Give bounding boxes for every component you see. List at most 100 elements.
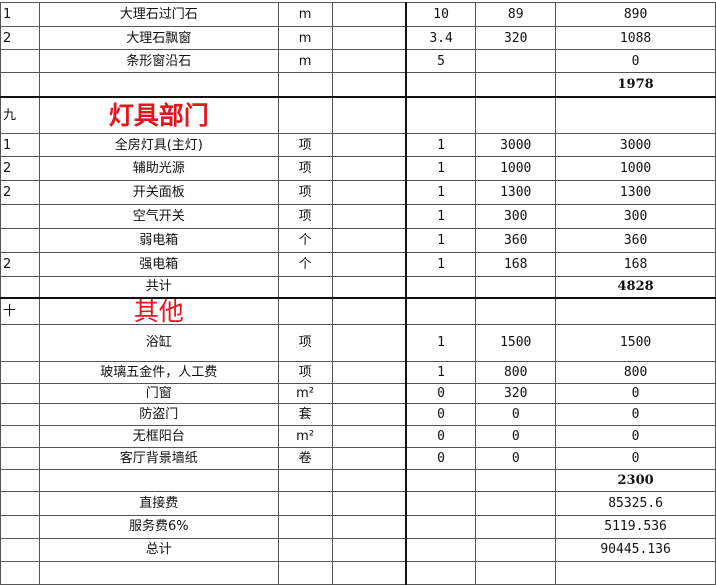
amount-cell[interactable]: 1300 (555, 180, 716, 205)
quantity-cell[interactable]: 1 (405, 360, 477, 384)
item-number-cell[interactable] (0, 382, 40, 404)
item-number-cell[interactable] (0, 276, 40, 299)
unit-price-cell[interactable]: 320 (475, 26, 557, 50)
spec-cell[interactable] (331, 49, 407, 73)
spec-cell[interactable] (331, 560, 407, 585)
amount-cell[interactable]: 300 (555, 204, 716, 229)
spec-cell[interactable] (331, 446, 407, 470)
amount-cell[interactable]: 85325.6 (555, 490, 716, 516)
item-name-cell[interactable]: 客厅背景墙纸 (38, 446, 279, 470)
item-number-cell[interactable] (0, 204, 40, 229)
amount-cell[interactable]: 5119.536 (555, 514, 716, 539)
item-name-cell[interactable]: 其他 (38, 297, 279, 325)
unit-price-cell[interactable]: 89 (475, 2, 557, 27)
amount-cell[interactable] (555, 297, 716, 325)
unit-cell[interactable]: 卷 (277, 446, 333, 470)
amount-cell[interactable]: 0 (555, 446, 716, 470)
quantity-cell[interactable]: 0 (405, 382, 477, 404)
item-number-cell[interactable] (0, 228, 40, 253)
item-name-cell[interactable]: 空气开关 (38, 204, 279, 229)
spec-cell[interactable] (331, 156, 407, 181)
item-name-cell[interactable]: 服务费6% (38, 514, 279, 539)
item-number-cell[interactable]: 1 (0, 133, 40, 157)
unit-price-cell[interactable]: 320 (475, 382, 557, 404)
unit-cell[interactable]: 个 (277, 228, 333, 253)
item-number-cell[interactable] (0, 490, 40, 516)
unit-cell[interactable]: m (277, 49, 333, 73)
item-number-cell[interactable]: 2 (0, 252, 40, 277)
quantity-cell[interactable]: 1 (405, 156, 477, 181)
unit-price-cell[interactable]: 0 (475, 424, 557, 448)
item-number-cell[interactable]: 九 (0, 96, 40, 134)
amount-cell[interactable]: 0 (555, 49, 716, 73)
unit-cell[interactable]: 项 (277, 360, 333, 384)
quantity-cell[interactable] (405, 514, 477, 539)
unit-price-cell[interactable]: 360 (475, 228, 557, 253)
spec-cell[interactable] (331, 72, 407, 98)
item-number-cell[interactable] (0, 49, 40, 73)
item-name-cell[interactable]: 直接费 (38, 490, 279, 516)
spec-cell[interactable] (331, 360, 407, 384)
amount-cell[interactable]: 3000 (555, 133, 716, 157)
unit-price-cell[interactable]: 1300 (475, 180, 557, 205)
amount-cell[interactable]: 890 (555, 2, 716, 27)
unit-price-cell[interactable]: 1500 (475, 323, 557, 362)
item-number-cell[interactable]: 2 (0, 26, 40, 50)
quantity-cell[interactable] (405, 468, 477, 492)
unit-cell[interactable] (277, 72, 333, 98)
spec-cell[interactable] (331, 204, 407, 229)
quantity-cell[interactable]: 1 (405, 228, 477, 253)
unit-cell[interactable]: 项 (277, 156, 333, 181)
spec-cell[interactable] (331, 276, 407, 299)
item-name-cell[interactable]: 弱电箱 (38, 228, 279, 253)
item-name-cell[interactable]: 共计 (38, 276, 279, 299)
amount-cell[interactable]: 360 (555, 228, 716, 253)
item-name-cell[interactable]: 大理石飘窗 (38, 26, 279, 50)
unit-cell[interactable] (277, 537, 333, 562)
amount-cell[interactable]: 2300 (555, 468, 716, 492)
unit-cell[interactable]: m² (277, 424, 333, 448)
unit-cell[interactable] (277, 297, 333, 325)
item-number-cell[interactable]: 十 (0, 297, 40, 325)
unit-cell[interactable]: m² (277, 382, 333, 404)
unit-price-cell[interactable] (475, 297, 557, 325)
quantity-cell[interactable] (405, 560, 477, 585)
quantity-cell[interactable]: 3.4 (405, 26, 477, 50)
unit-cell[interactable]: 项 (277, 180, 333, 205)
unit-price-cell[interactable] (475, 560, 557, 585)
amount-cell[interactable]: 1088 (555, 26, 716, 50)
unit-price-cell[interactable]: 0 (475, 446, 557, 470)
amount-cell[interactable]: 168 (555, 252, 716, 277)
quantity-cell[interactable]: 1 (405, 323, 477, 362)
quantity-cell[interactable]: 1 (405, 204, 477, 229)
item-name-cell[interactable]: 防盗门 (38, 402, 279, 426)
spec-cell[interactable] (331, 26, 407, 50)
amount-cell[interactable]: 90445.136 (555, 537, 716, 562)
unit-cell[interactable] (277, 96, 333, 134)
item-number-cell[interactable] (0, 424, 40, 448)
unit-price-cell[interactable] (475, 72, 557, 98)
quantity-cell[interactable]: 1 (405, 180, 477, 205)
item-name-cell[interactable]: 总计 (38, 537, 279, 562)
unit-cell[interactable]: m (277, 26, 333, 50)
item-number-cell[interactable]: 2 (0, 156, 40, 181)
amount-cell[interactable] (555, 96, 716, 134)
unit-price-cell[interactable]: 3000 (475, 133, 557, 157)
item-name-cell[interactable]: 全房灯具(主灯) (38, 133, 279, 157)
quantity-cell[interactable] (405, 96, 477, 134)
unit-price-cell[interactable]: 300 (475, 204, 557, 229)
item-number-cell[interactable] (0, 560, 40, 585)
unit-cell[interactable]: 套 (277, 402, 333, 426)
item-number-cell[interactable] (0, 468, 40, 492)
unit-price-cell[interactable] (475, 96, 557, 134)
item-number-cell[interactable] (0, 402, 40, 426)
unit-cell[interactable]: m (277, 2, 333, 27)
unit-cell[interactable] (277, 468, 333, 492)
unit-cell[interactable]: 项 (277, 133, 333, 157)
item-number-cell[interactable] (0, 514, 40, 539)
item-name-cell[interactable] (38, 72, 279, 98)
spec-cell[interactable] (331, 133, 407, 157)
item-name-cell[interactable]: 条形窗沿石 (38, 49, 279, 73)
item-number-cell[interactable] (0, 360, 40, 384)
quantity-cell[interactable]: 1 (405, 133, 477, 157)
